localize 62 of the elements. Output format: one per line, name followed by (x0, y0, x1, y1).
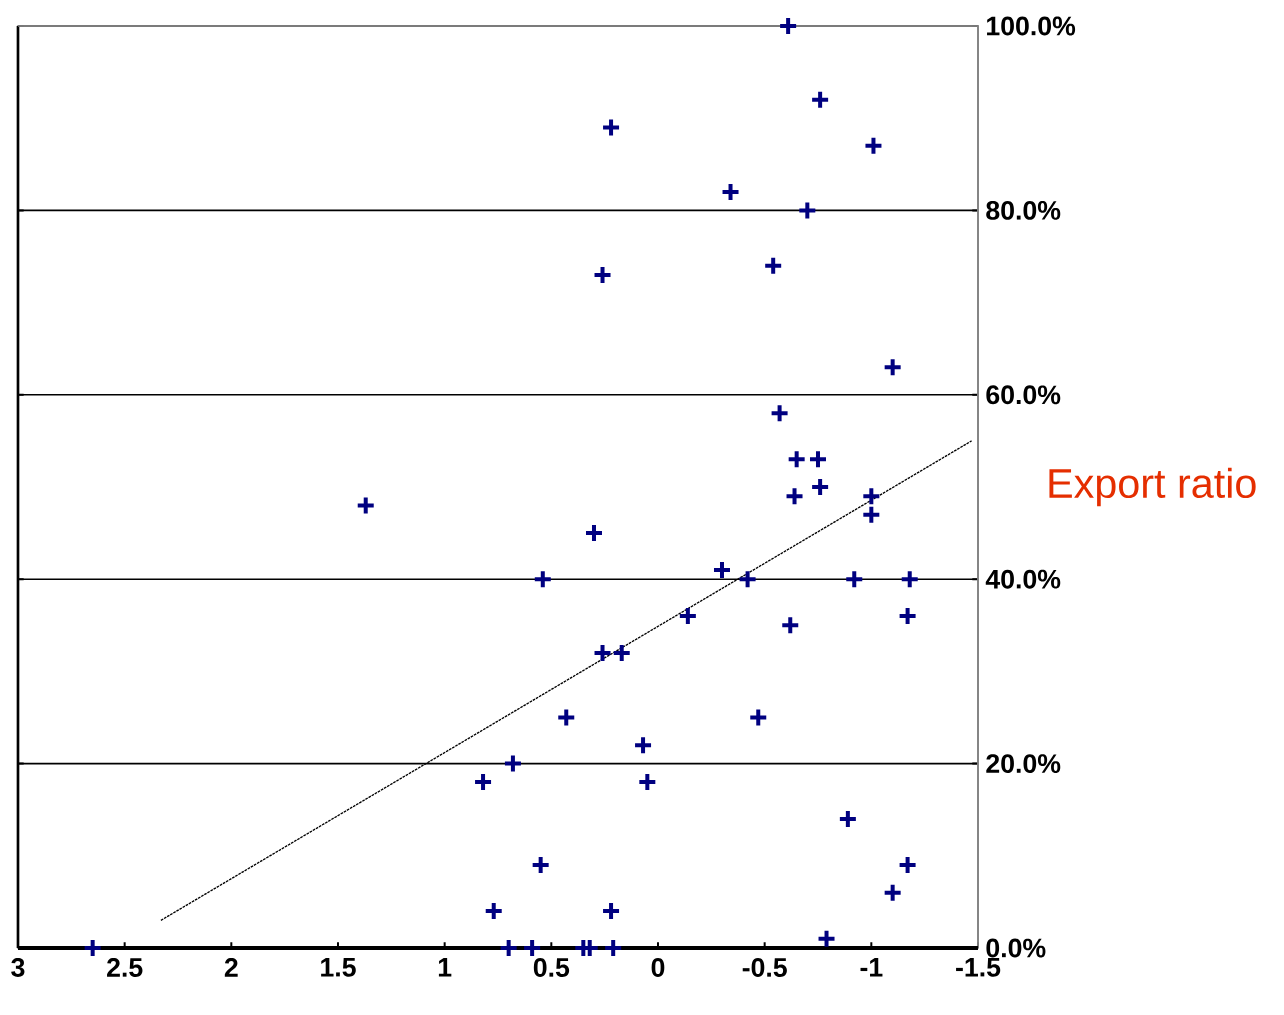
point (498, 938, 519, 958)
point (633, 735, 654, 756)
point (355, 495, 376, 516)
point (808, 449, 828, 470)
point (611, 642, 632, 663)
point (899, 569, 920, 590)
y-tick-label: 20.0% (986, 754, 1061, 774)
point (863, 135, 884, 156)
point (677, 606, 698, 627)
point (786, 449, 807, 470)
point (720, 181, 741, 202)
point (592, 264, 613, 285)
point (483, 901, 504, 922)
point (637, 772, 658, 793)
point (748, 707, 769, 728)
x-tick-label: 2 (224, 958, 238, 977)
x-tick-label: 0 (651, 958, 665, 977)
point (810, 477, 831, 497)
point (502, 753, 523, 774)
y-axis-title: Export ratio (1049, 467, 1256, 507)
point (837, 808, 858, 829)
point (810, 89, 831, 110)
point (882, 357, 903, 378)
x-tick-label: 3 (11, 958, 25, 977)
point (816, 928, 837, 949)
point (769, 403, 790, 424)
point (592, 642, 613, 663)
point (861, 504, 882, 525)
y-tick-label: 80.0% (986, 200, 1061, 220)
point (763, 255, 784, 276)
x-tick-label: 1.5 (321, 958, 356, 977)
x-tick-label: 2.5 (107, 958, 143, 977)
point (780, 615, 801, 636)
point (532, 569, 553, 590)
x-tick-label: -0.5 (742, 958, 787, 977)
y-tick-label: 0.0% (986, 938, 1046, 958)
point (556, 707, 577, 728)
point (897, 606, 918, 627)
point (778, 15, 799, 36)
point (737, 569, 758, 590)
point (861, 486, 882, 507)
point (603, 938, 624, 958)
point (844, 569, 865, 590)
point (583, 523, 604, 544)
point (530, 855, 551, 876)
x-tick-label: 0.5 (533, 958, 570, 977)
x-tick-label: 1 (438, 958, 452, 977)
x-tick-label: -1.5 (956, 958, 1001, 977)
point (601, 901, 622, 922)
y-tick-label: 40.0% (985, 569, 1061, 589)
point (784, 486, 805, 507)
point (473, 772, 494, 793)
point (601, 117, 622, 138)
y-tick-label: 100.0% (987, 16, 1076, 36)
point (522, 938, 543, 958)
point (711, 559, 732, 580)
point (797, 200, 818, 221)
point (897, 855, 918, 876)
point (82, 938, 103, 958)
point (882, 882, 903, 903)
x-tick-label: -1 (860, 958, 883, 977)
y-tick-label: 60.0% (986, 385, 1061, 405)
